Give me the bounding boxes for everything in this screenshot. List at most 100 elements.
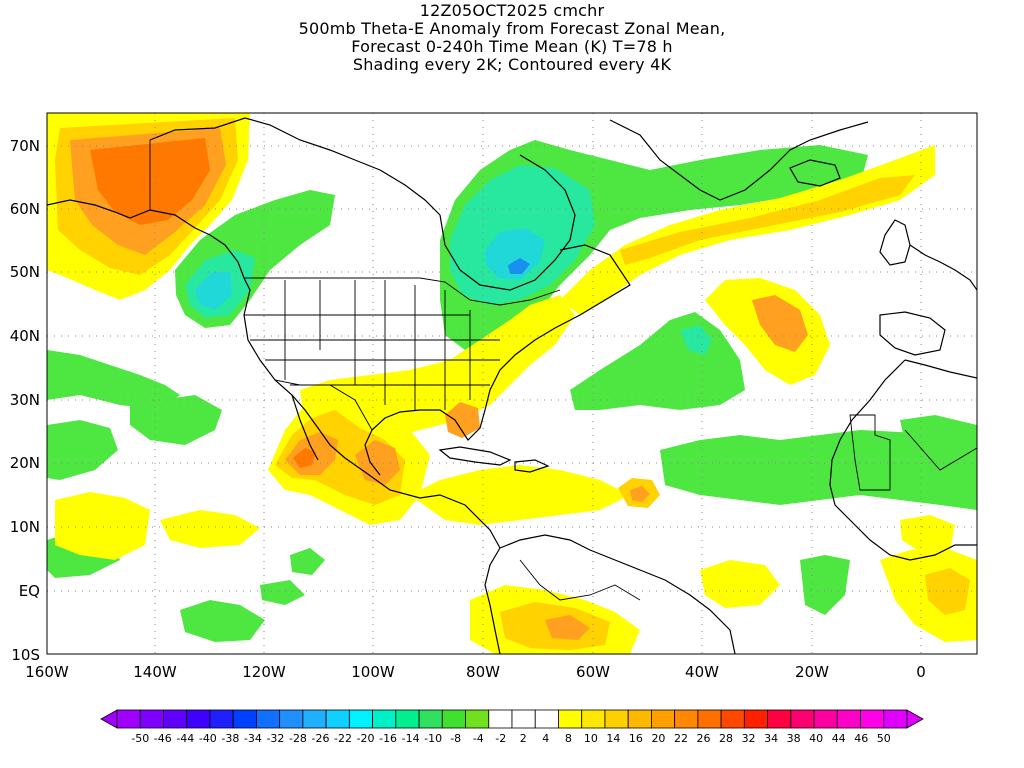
- colorbar: -50 -46 -44 -40 -38 -34 -32 -28 -26 -22 -20 -16 -14-…: [100, 709, 924, 745]
- colorbar-swatch: [511, 709, 536, 729]
- coast-europe: [909, 244, 977, 291]
- border-africa: [849, 414, 977, 491]
- lat-label: 50N: [10, 263, 40, 281]
- coastlines: [47, 117, 977, 654]
- lon-label: 120W: [242, 663, 286, 681]
- colorbar-swatch: [581, 709, 606, 729]
- colorbar-label: 16: [629, 732, 643, 745]
- colorbar-swatch: [790, 709, 815, 729]
- graticule: [47, 113, 977, 654]
- colorbar-label: -38: [221, 732, 239, 745]
- colorbar-label: -44: [176, 732, 194, 745]
- colorbar-label: -4: [473, 732, 484, 745]
- colorbar-swatch: [348, 709, 373, 729]
- shade-pacific-yellow-2: [160, 510, 260, 548]
- anomaly-shading: [47, 113, 977, 654]
- colorbar-label: 20: [651, 732, 665, 745]
- shade-mexico-redorange: [293, 448, 316, 468]
- coast-nafrica: [904, 359, 977, 379]
- shade-pacific-green-6: [290, 548, 325, 575]
- colorbar-label: -28: [289, 732, 307, 745]
- colorbar-swatch: [836, 709, 861, 729]
- colorbar-swatch: [465, 709, 490, 729]
- colorbar-swatch: [697, 709, 722, 729]
- colorbar-label: 26: [697, 732, 711, 745]
- colorbar-swatch: [139, 709, 164, 729]
- coast-alaska: [47, 199, 501, 549]
- coast-arctic-canada: [149, 117, 441, 216]
- shade-africa-green: [900, 415, 977, 472]
- border-us-states-b: [244, 314, 500, 386]
- lon-label: 100W: [351, 663, 395, 681]
- colorbar-left-arrow: [100, 709, 118, 729]
- colorbar-label: 40: [809, 732, 823, 745]
- colorbar-label: -2: [495, 732, 506, 745]
- coast-greenland: [609, 119, 869, 201]
- colorbar-swatch: [488, 709, 513, 729]
- shade-pacific-yellow-1: [55, 492, 150, 560]
- plot-title-block: 12Z05OCT2025 cmchr 500mb Theta-E Anomaly…: [0, 2, 1024, 74]
- map-frame: [46, 112, 978, 655]
- colorbar-swatch: [883, 709, 908, 729]
- lat-label: 20N: [10, 454, 40, 472]
- border-us-canada: [244, 277, 561, 306]
- colorbar-label: 32: [742, 732, 756, 745]
- lat-label: 70N: [10, 137, 40, 155]
- colorbar-label: 14: [606, 732, 620, 745]
- shade-africa-yellow: [900, 515, 955, 552]
- lat-label: 40N: [10, 327, 40, 345]
- colorbar-label: 34: [764, 732, 778, 745]
- colorbar-swatch: [116, 709, 141, 729]
- longitude-axis: 160W 140W 120W 100W 80W 60W 40W 20W 0: [25, 663, 926, 681]
- colorbar-swatch: [651, 709, 676, 729]
- colorbar-swatch: [441, 709, 466, 729]
- coast-samerica-west: [484, 547, 501, 654]
- shade-equatorial-yellow-1: [700, 560, 780, 608]
- lon-label: 40W: [685, 663, 719, 681]
- colorbar-label: -20: [357, 732, 375, 745]
- colorbar-label: -50: [131, 732, 149, 745]
- colorbar-swatch: [534, 709, 559, 729]
- colorbar-label: -46: [154, 732, 172, 745]
- colorbar-label: 10: [584, 732, 598, 745]
- colorbar-swatch: [743, 709, 768, 729]
- colorbar-label: -8: [450, 732, 461, 745]
- colorbar-swatch: [372, 709, 397, 729]
- lat-label: 10S: [11, 646, 40, 664]
- colorbar-label: 4: [542, 732, 549, 745]
- shade-atlantic-band-gold: [620, 175, 915, 265]
- colorbar-label: 8: [565, 732, 572, 745]
- colorbar-swatch: [395, 709, 420, 729]
- colorbar-label: 50: [877, 732, 891, 745]
- lon-label: 80W: [466, 663, 500, 681]
- shade-pnw-cyan: [195, 272, 232, 310]
- coast-samerica: [499, 534, 736, 654]
- title-line-3: Forecast 0-240h Time Mean (K) T=78 h: [351, 37, 673, 56]
- colorbar-label: 38: [787, 732, 801, 745]
- colorbar-swatch: [163, 709, 188, 729]
- shade-samerica-orange: [545, 615, 590, 640]
- colorbar-swatch: [558, 709, 583, 729]
- shade-hudson-blue: [508, 258, 530, 274]
- shade-hudson-cyan: [485, 228, 545, 280]
- colorbar-right-arrow: [906, 709, 924, 729]
- coast-wafrica: [829, 359, 977, 561]
- shade-pacific-green-7: [260, 580, 305, 605]
- shade-gulf-guinea-gold: [925, 568, 970, 615]
- shade-pacific-green-1: [47, 350, 180, 410]
- shade-eastus-yellow: [300, 295, 575, 445]
- colorbar-label: -14: [402, 732, 420, 745]
- title-line-2: 500mb Theta-E Anomaly from Forecast Zona…: [298, 19, 726, 38]
- colorbar-label: -34: [244, 732, 262, 745]
- colorbar-swatch: [627, 709, 652, 729]
- lat-label: 10N: [10, 518, 40, 536]
- coast-hispaniola: [514, 459, 550, 473]
- colorbar-swatch: [232, 709, 257, 729]
- colorbar-label: 44: [832, 732, 846, 745]
- colorbar-label: -22: [334, 732, 352, 745]
- colorbar-swatch: [674, 709, 699, 729]
- shade-pacific-green-2: [130, 395, 222, 445]
- coast-iberia: [879, 311, 946, 356]
- title-line-1: 12Z05OCT2025 cmchr: [419, 1, 605, 20]
